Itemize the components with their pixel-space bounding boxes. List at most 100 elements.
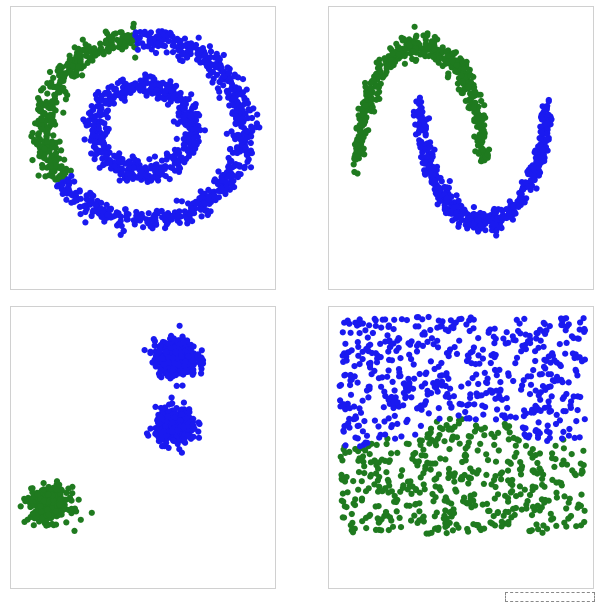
data-point-series-1 bbox=[71, 178, 78, 185]
data-point-series-0 bbox=[395, 51, 403, 58]
data-point-series-0 bbox=[428, 38, 435, 45]
data-point-series-1 bbox=[497, 223, 504, 230]
data-point-series-1 bbox=[198, 213, 205, 220]
data-point-series-1 bbox=[500, 512, 507, 519]
data-point-series-1 bbox=[498, 469, 506, 476]
data-point-series-1 bbox=[408, 490, 415, 497]
data-point-series-0 bbox=[464, 402, 471, 409]
data-point-series-1 bbox=[453, 192, 460, 199]
data-point-series-0 bbox=[465, 104, 472, 111]
data-point-series-0 bbox=[450, 393, 457, 400]
data-point-series-2 bbox=[130, 87, 137, 94]
data-point-series-0 bbox=[548, 393, 555, 400]
data-point-series-0 bbox=[173, 382, 180, 389]
data-point-series-0 bbox=[91, 45, 98, 52]
data-point-series-1 bbox=[512, 442, 519, 449]
data-point-series-1 bbox=[201, 200, 208, 207]
data-point-series-1 bbox=[118, 222, 125, 229]
data-point-series-0 bbox=[189, 371, 196, 378]
data-point-series-0 bbox=[559, 435, 566, 442]
data-point-series-1 bbox=[427, 466, 434, 473]
data-point-series-0 bbox=[428, 335, 435, 342]
data-point-series-1 bbox=[533, 185, 540, 192]
data-point-series-1 bbox=[195, 434, 203, 441]
data-point-series-0 bbox=[458, 401, 465, 408]
data-point-series-0 bbox=[339, 352, 346, 359]
data-point-series-0 bbox=[378, 383, 385, 390]
data-point-series-0 bbox=[527, 340, 534, 347]
data-point-series-1 bbox=[510, 434, 517, 441]
data-point-series-1 bbox=[537, 159, 545, 166]
data-point-series-0 bbox=[185, 353, 192, 360]
data-point-series-1 bbox=[418, 154, 425, 161]
data-point-series-1 bbox=[493, 232, 500, 239]
data-point-series-0 bbox=[504, 404, 511, 412]
data-point-series-1 bbox=[547, 510, 554, 517]
data-point-series-1 bbox=[394, 449, 401, 456]
data-point-series-1 bbox=[218, 177, 225, 184]
data-point-series-1 bbox=[489, 520, 496, 527]
data-point-series-1 bbox=[152, 425, 159, 432]
data-point-series-0 bbox=[484, 151, 491, 158]
data-point-series-1 bbox=[77, 195, 84, 202]
data-point-series-1 bbox=[421, 486, 428, 493]
data-point-series-1 bbox=[531, 149, 538, 156]
data-point-series-1 bbox=[491, 205, 498, 213]
data-point-series-0 bbox=[54, 85, 61, 92]
data-point-series-1 bbox=[382, 508, 390, 516]
data-point-series-0 bbox=[76, 50, 83, 57]
data-point-series-0 bbox=[435, 317, 442, 324]
data-point-series-0 bbox=[391, 59, 399, 66]
data-point-series-1 bbox=[519, 186, 526, 193]
data-point-series-0 bbox=[465, 83, 472, 90]
data-point-series-1 bbox=[237, 136, 244, 143]
data-point-series-0 bbox=[344, 317, 351, 324]
data-point-series-0 bbox=[512, 414, 519, 421]
data-point-series-1 bbox=[537, 123, 544, 130]
data-point-series-0 bbox=[518, 348, 525, 355]
data-point-series-0 bbox=[425, 410, 432, 417]
data-point-series-1 bbox=[343, 473, 350, 481]
data-point-series-0 bbox=[396, 373, 403, 380]
data-point-series-2 bbox=[71, 527, 78, 534]
data-point-series-1 bbox=[177, 417, 184, 424]
data-point-series-0 bbox=[479, 346, 486, 353]
data-point-series-0 bbox=[438, 323, 445, 330]
data-point-series-1 bbox=[462, 451, 469, 458]
data-point-series-1 bbox=[563, 505, 570, 512]
data-point-series-0 bbox=[430, 341, 437, 348]
data-point-series-1 bbox=[167, 30, 174, 37]
data-point-series-0 bbox=[427, 358, 434, 365]
data-point-series-0 bbox=[405, 340, 412, 347]
data-point-series-0 bbox=[36, 135, 43, 142]
data-point-series-0 bbox=[527, 381, 535, 388]
data-point-series-0 bbox=[388, 424, 395, 431]
data-point-series-0 bbox=[341, 372, 348, 379]
data-point-series-0 bbox=[180, 339, 187, 346]
data-point-series-0 bbox=[391, 412, 398, 419]
data-point-series-1 bbox=[435, 471, 442, 478]
data-point-series-0 bbox=[492, 395, 499, 402]
data-point-series-0 bbox=[169, 367, 176, 374]
data-point-series-1 bbox=[201, 52, 208, 59]
data-point-series-1 bbox=[163, 49, 170, 56]
data-point-series-0 bbox=[470, 316, 477, 323]
data-point-series-1 bbox=[507, 460, 514, 467]
data-point-series-1 bbox=[176, 446, 183, 453]
data-point-series-0 bbox=[494, 406, 501, 413]
data-point-series-0 bbox=[372, 322, 379, 329]
data-point-series-1 bbox=[409, 455, 416, 462]
data-point-series-1 bbox=[162, 225, 169, 232]
data-point-series-1 bbox=[245, 156, 252, 163]
data-point-series-0 bbox=[141, 347, 148, 354]
data-point-series-1 bbox=[560, 445, 567, 452]
data-point-series-0 bbox=[391, 387, 398, 394]
data-point-series-1 bbox=[494, 491, 502, 498]
data-point-series-2 bbox=[137, 77, 144, 84]
data-point-series-1 bbox=[179, 57, 186, 65]
data-point-series-0 bbox=[358, 134, 365, 141]
data-point-series-2 bbox=[111, 163, 118, 170]
data-point-series-1 bbox=[571, 470, 578, 477]
data-point-series-1 bbox=[443, 530, 450, 537]
data-point-series-1 bbox=[197, 206, 204, 213]
